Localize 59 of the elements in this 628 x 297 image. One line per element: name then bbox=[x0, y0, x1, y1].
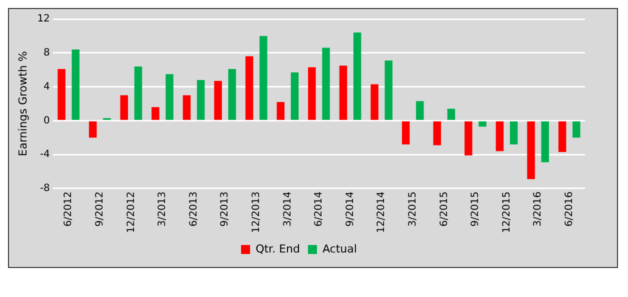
bar bbox=[370, 84, 378, 120]
x-tick-label: 12/2012 bbox=[126, 191, 137, 234]
x-tick-label: 6/2014 bbox=[314, 191, 325, 227]
bar bbox=[214, 80, 222, 120]
bar bbox=[510, 121, 518, 144]
bar bbox=[88, 121, 97, 138]
legend-label: Actual bbox=[322, 242, 357, 256]
bar bbox=[464, 121, 472, 156]
bar bbox=[58, 68, 66, 120]
bar bbox=[196, 80, 205, 120]
y-tick-label: 12 bbox=[37, 14, 50, 25]
x-tick-label: 9/2015 bbox=[470, 191, 482, 227]
x-tick-label: 3/2013 bbox=[157, 191, 168, 227]
x-tick-label: 6/2013 bbox=[188, 191, 200, 227]
bar bbox=[496, 121, 504, 152]
y-tick-label: 0 bbox=[44, 115, 50, 126]
y-tick-label: 4 bbox=[44, 81, 50, 92]
bar bbox=[558, 121, 566, 152]
bar bbox=[182, 95, 191, 120]
bar bbox=[353, 32, 362, 120]
x-tick-label: 3/2014 bbox=[282, 191, 294, 227]
x-tick-label: 3/2016 bbox=[532, 191, 544, 227]
bar bbox=[152, 107, 160, 120]
y-tick-label: 8 bbox=[44, 47, 50, 58]
bar bbox=[478, 121, 486, 127]
x-tick-label: 9/2013 bbox=[220, 191, 231, 227]
bar bbox=[120, 95, 128, 120]
y-tick-label: -8 bbox=[40, 183, 50, 194]
x-tick-label: 3/2015 bbox=[407, 191, 418, 227]
bar bbox=[416, 101, 424, 120]
bar bbox=[572, 121, 580, 138]
bar bbox=[447, 108, 456, 120]
x-tick-label: 12/2014 bbox=[376, 191, 388, 234]
x-tick-label: 6/2016 bbox=[564, 191, 575, 227]
x-tick-label: 12/2013 bbox=[250, 191, 262, 234]
x-tick-label: 6/2012 bbox=[63, 191, 74, 227]
bar bbox=[308, 67, 316, 120]
legend-label: Qtr. End bbox=[256, 242, 300, 256]
bar bbox=[260, 36, 268, 120]
bar bbox=[290, 72, 299, 120]
bar bbox=[228, 68, 236, 120]
bar bbox=[527, 121, 535, 180]
bar bbox=[433, 121, 441, 146]
y-tick-label: -4 bbox=[40, 149, 50, 160]
bar bbox=[402, 121, 410, 144]
x-tick-label: 9/2014 bbox=[344, 191, 356, 227]
bar bbox=[541, 121, 549, 162]
bar bbox=[339, 66, 348, 120]
bar bbox=[134, 66, 142, 120]
bar bbox=[322, 48, 330, 120]
x-tick-label: 6/2015 bbox=[438, 191, 450, 227]
bar bbox=[72, 50, 80, 120]
bar bbox=[166, 74, 174, 120]
y-axis-title: Earnings Growth % bbox=[16, 51, 30, 156]
x-tick-label: 12/2015 bbox=[501, 191, 512, 234]
bar bbox=[276, 102, 284, 120]
bar bbox=[384, 60, 392, 120]
x-tick-label: 9/2012 bbox=[94, 191, 106, 227]
bar bbox=[245, 56, 254, 120]
